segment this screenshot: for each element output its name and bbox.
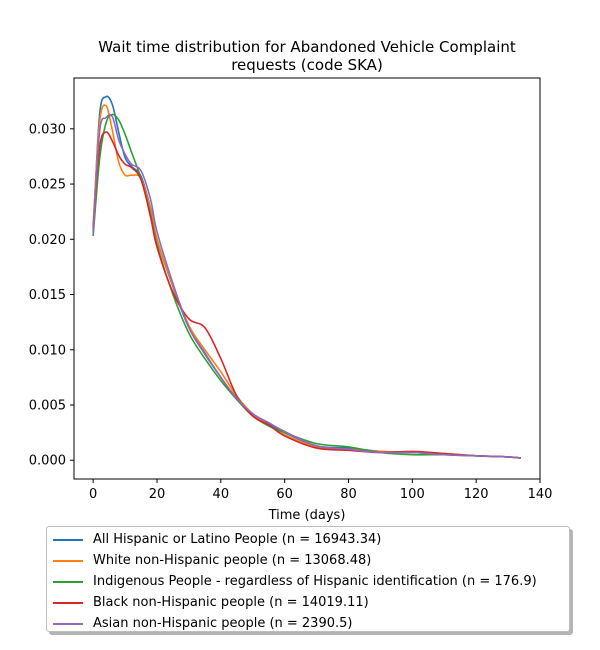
y-tick-label: 0.030 — [29, 122, 66, 137]
x-tick-label: 40 — [213, 487, 230, 502]
chart-title-line-1: Wait time distribution for Abandoned Veh… — [98, 38, 516, 56]
legend-label: Asian non-Hispanic people (n = 2390.5) — [93, 616, 353, 631]
x-tick-label: 140 — [528, 487, 553, 502]
x-tick-label: 60 — [276, 487, 293, 502]
series-line-2 — [92, 104, 521, 459]
legend-item: Asian non-Hispanic people (n = 2390.5) — [53, 613, 563, 634]
series-line-5 — [92, 113, 521, 459]
y-tick-label: 0.015 — [29, 288, 66, 303]
y-tick-label: 0.005 — [29, 398, 66, 413]
x-tick-label: 20 — [149, 487, 166, 502]
x-tick-label: 80 — [340, 487, 357, 502]
y-tick-label: 0.010 — [29, 343, 66, 358]
legend-label: All Hispanic or Latino People (n = 16943… — [93, 532, 382, 547]
y-axis: 0.000 0.005 0.010 0.015 0.020 0.025 0.030 — [29, 122, 74, 469]
legend-item: Black non-Hispanic people (n = 14019.11) — [53, 592, 563, 613]
plot-frame — [73, 77, 541, 480]
chart-title-line-2: requests (code SKA) — [231, 56, 383, 74]
x-axis-label: Time (days) — [268, 508, 346, 523]
legend-swatch — [53, 538, 83, 541]
legend-swatch — [53, 559, 83, 562]
legend-label: Black non-Hispanic people (n = 14019.11) — [93, 595, 369, 610]
x-axis: 0 20 40 60 80 100 120 140 — [89, 479, 552, 502]
legend-label: White non-Hispanic people (n = 13068.48) — [93, 553, 372, 568]
y-tick-label: 0.000 — [29, 454, 66, 469]
y-tick-label: 0.020 — [29, 233, 66, 248]
y-tick-label: 0.025 — [29, 178, 66, 193]
legend-item: All Hispanic or Latino People (n = 16943… — [53, 529, 563, 550]
series-line-1 — [92, 95, 521, 459]
x-tick-label: 0 — [89, 487, 97, 502]
legend: All Hispanic or Latino People (n = 16943… — [46, 526, 570, 632]
legend-item: Indigenous People - regardless of Hispan… — [53, 571, 563, 592]
x-tick-label: 120 — [464, 487, 489, 502]
legend-swatch — [53, 601, 83, 604]
series-line-3 — [92, 113, 521, 459]
legend-swatch — [53, 580, 83, 583]
x-tick-label: 100 — [400, 487, 425, 502]
series-layer — [92, 95, 521, 459]
series-line-4 — [92, 131, 521, 459]
legend-item: White non-Hispanic people (n = 13068.48) — [53, 550, 563, 571]
legend-swatch — [53, 622, 83, 625]
legend-label: Indigenous People - regardless of Hispan… — [93, 574, 537, 589]
